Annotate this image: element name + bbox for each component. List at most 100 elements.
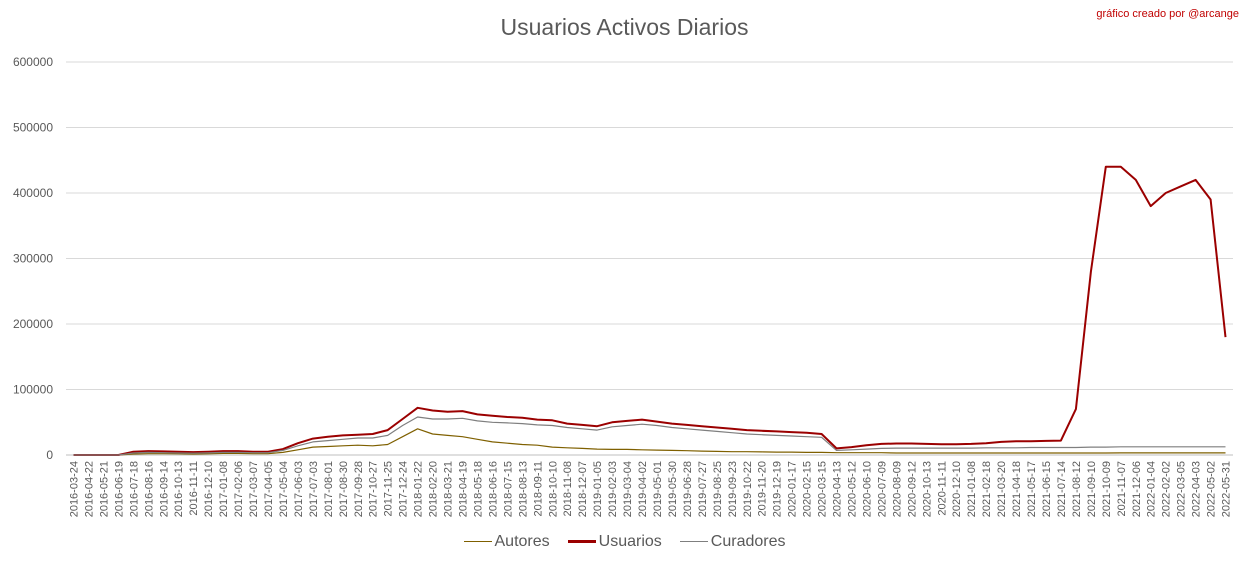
x-tick-label: 2019-07-27 bbox=[697, 461, 709, 517]
series-line-usuarios bbox=[73, 165, 1227, 456]
x-tick-label: 2020-09-12 bbox=[906, 461, 918, 517]
x-tick-label: 2019-08-25 bbox=[712, 461, 724, 517]
x-tick-label: 2021-04-18 bbox=[1011, 461, 1023, 517]
y-tick-label: 0 bbox=[46, 448, 53, 462]
legend-label: Curadores bbox=[710, 533, 786, 550]
x-tick-label: 2020-11-11 bbox=[936, 461, 948, 516]
x-tick-label: 2021-05-17 bbox=[1026, 461, 1038, 517]
legend-swatch bbox=[567, 540, 596, 544]
x-tick-label: 2019-01-05 bbox=[592, 461, 604, 517]
x-tick-label: 2020-12-10 bbox=[951, 461, 963, 517]
x-tick-label: 2022-04-03 bbox=[1191, 461, 1203, 517]
x-tick-label: 2022-01-04 bbox=[1146, 461, 1158, 517]
x-tick-label: 2018-11-08 bbox=[562, 461, 574, 516]
x-tick-label: 2017-12-24 bbox=[398, 461, 410, 517]
legend-item-autores: Autores bbox=[463, 533, 550, 551]
x-tick-label: 2020-05-12 bbox=[846, 461, 858, 517]
x-tick-label: 2017-05-04 bbox=[278, 461, 290, 517]
y-tick-label: 600000 bbox=[13, 55, 53, 69]
series-line-curadores bbox=[73, 416, 1226, 456]
y-tick-label: 200000 bbox=[13, 317, 53, 331]
x-tick-label: 2022-05-02 bbox=[1206, 461, 1218, 517]
legend-item-usuarios: Usuarios bbox=[567, 533, 662, 551]
x-tick-label: 2017-04-05 bbox=[263, 461, 275, 517]
x-tick-label: 2021-11-07 bbox=[1116, 461, 1128, 516]
x-tick-label: 2017-08-30 bbox=[338, 461, 350, 517]
y-tick-label: 100000 bbox=[13, 383, 53, 397]
x-tick-label: 2019-11-20 bbox=[757, 461, 769, 516]
chart-legend: Autores Usuarios Curadores bbox=[0, 533, 1249, 551]
y-tick-label: 300000 bbox=[13, 252, 53, 266]
x-tick-label: 2020-07-09 bbox=[876, 461, 888, 517]
x-tick-label: 2018-05-18 bbox=[472, 461, 484, 517]
legend-label: Autores bbox=[494, 533, 550, 550]
x-tick-label: 2021-06-15 bbox=[1041, 461, 1053, 517]
legend-swatch bbox=[679, 541, 708, 543]
y-tick-label: 500000 bbox=[13, 121, 53, 135]
x-tick-label: 2019-04-02 bbox=[637, 461, 649, 517]
x-tick-label: 2019-09-23 bbox=[727, 461, 739, 517]
x-tick-label: 2019-12-19 bbox=[772, 461, 784, 517]
x-tick-label: 2018-02-20 bbox=[428, 461, 440, 517]
x-tick-label: 2017-06-03 bbox=[293, 461, 305, 517]
x-tick-label: 2016-08-16 bbox=[143, 461, 155, 517]
x-tick-label: 2017-03-07 bbox=[248, 461, 260, 517]
legend-item-curadores: Curadores bbox=[679, 533, 786, 551]
x-tick-label: 2019-06-28 bbox=[682, 461, 694, 517]
x-tick-label: 2022-03-05 bbox=[1176, 461, 1188, 517]
x-tick-label: 2018-12-07 bbox=[577, 461, 589, 517]
x-tick-label: 2022-02-02 bbox=[1161, 461, 1173, 517]
x-tick-label: 2019-05-01 bbox=[652, 461, 664, 517]
x-tick-label: 2016-10-13 bbox=[173, 461, 185, 517]
x-tick-label: 2017-02-06 bbox=[233, 461, 245, 517]
x-tick-label: 2019-05-30 bbox=[667, 461, 679, 517]
x-tick-label: 2016-04-22 bbox=[83, 461, 95, 517]
x-tick-label: 2020-06-10 bbox=[861, 461, 873, 517]
y-tick-label: 400000 bbox=[13, 186, 53, 200]
x-tick-label: 2018-03-21 bbox=[443, 461, 455, 517]
x-tick-label: 2020-10-13 bbox=[921, 461, 933, 517]
x-tick-label: 2020-02-15 bbox=[802, 461, 814, 517]
x-tick-label: 2020-08-09 bbox=[891, 461, 903, 517]
x-tick-label: 2021-07-14 bbox=[1056, 461, 1068, 517]
x-tick-label: 2017-10-27 bbox=[368, 461, 380, 517]
x-tick-label: 2016-05-21 bbox=[98, 461, 110, 517]
x-tick-label: 2021-12-06 bbox=[1131, 461, 1143, 517]
legend-label: Usuarios bbox=[598, 533, 662, 550]
x-tick-label: 2022-05-31 bbox=[1221, 461, 1233, 517]
x-tick-label: 2020-04-13 bbox=[832, 461, 844, 517]
x-tick-label: 2017-11-25 bbox=[383, 461, 395, 516]
x-tick-label: 2021-09-10 bbox=[1086, 461, 1098, 517]
x-tick-label: 2021-01-08 bbox=[966, 461, 978, 517]
x-tick-label: 2017-01-08 bbox=[218, 461, 230, 517]
chart-title: Usuarios Activos Diarios bbox=[500, 14, 749, 40]
x-tick-label: 2019-02-03 bbox=[607, 461, 619, 517]
x-tick-label: 2019-03-04 bbox=[622, 461, 634, 517]
x-tick-label: 2021-10-09 bbox=[1101, 461, 1113, 517]
x-tick-label: 2016-09-14 bbox=[158, 461, 170, 517]
x-tick-label: 2016-11-11 bbox=[188, 461, 200, 516]
x-tick-label: 2017-07-03 bbox=[308, 461, 320, 517]
x-tick-label: 2018-07-15 bbox=[502, 461, 514, 517]
legend-swatch bbox=[463, 541, 492, 543]
x-tick-label: 2016-06-19 bbox=[113, 461, 125, 517]
x-tick-label: 2018-10-10 bbox=[547, 461, 559, 517]
series-line-autores bbox=[73, 428, 1226, 456]
x-tick-label: 2021-03-20 bbox=[996, 461, 1008, 517]
x-tick-label: 2017-09-28 bbox=[353, 461, 365, 517]
x-tick-label: 2018-01-22 bbox=[413, 461, 425, 517]
x-tick-label: 2017-08-01 bbox=[323, 461, 335, 517]
x-tick-label: 2016-03-24 bbox=[68, 461, 80, 517]
x-tick-label: 2021-08-12 bbox=[1071, 461, 1083, 517]
x-tick-label: 2021-02-18 bbox=[981, 461, 993, 517]
x-tick-label: 2020-03-15 bbox=[817, 461, 829, 517]
x-tick-label: 2019-10-22 bbox=[742, 461, 754, 517]
x-tick-label: 2018-09-11 bbox=[532, 461, 544, 516]
chart-credit: gráfico creado por @arcange bbox=[1096, 8, 1239, 20]
x-tick-label: 2016-07-18 bbox=[128, 461, 140, 517]
x-tick-label: 2018-04-19 bbox=[457, 461, 469, 517]
x-tick-label: 2020-01-17 bbox=[787, 461, 799, 517]
x-tick-label: 2018-08-13 bbox=[517, 461, 529, 517]
x-tick-label: 2016-12-10 bbox=[203, 461, 215, 517]
